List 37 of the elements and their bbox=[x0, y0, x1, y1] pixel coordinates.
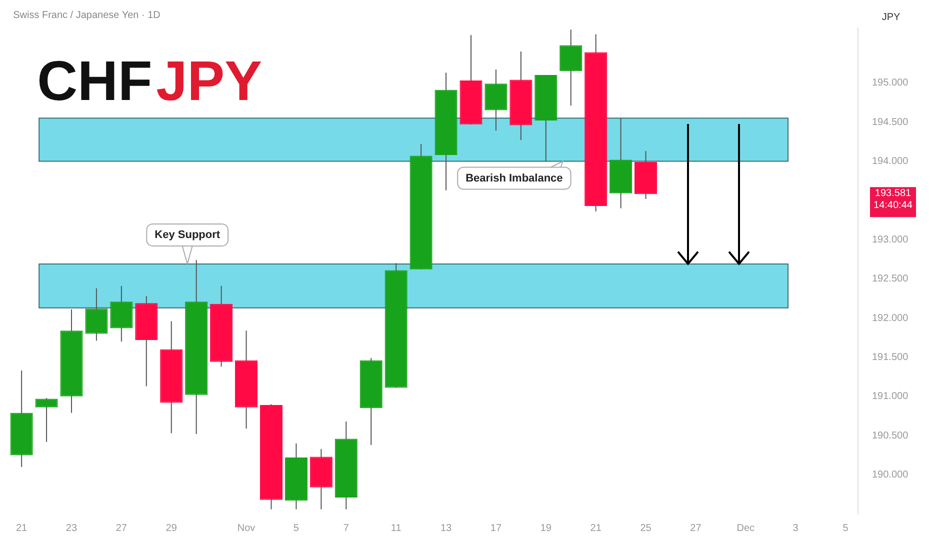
y-axis-title: JPY bbox=[882, 12, 900, 23]
x-tick-label: Dec bbox=[736, 522, 755, 534]
x-tick-label: 29 bbox=[166, 522, 178, 534]
chart-title: CHFJPY bbox=[37, 49, 262, 112]
band-label: Key Support bbox=[154, 228, 220, 241]
x-tick-label: 19 bbox=[540, 522, 552, 534]
candlestick bbox=[85, 288, 108, 342]
y-tick-label: 194.000 bbox=[872, 156, 909, 168]
x-tick-label: 11 bbox=[390, 522, 402, 534]
y-tick-label: 193.000 bbox=[872, 234, 909, 246]
x-tick-label: 13 bbox=[440, 522, 452, 534]
x-tick-label: Nov bbox=[237, 522, 256, 534]
x-tick-label: 27 bbox=[116, 522, 128, 534]
y-tick-label: 195.000 bbox=[872, 78, 909, 89]
text: 193.581 bbox=[874, 188, 912, 199]
y-tick-label: 191.500 bbox=[872, 352, 909, 363]
x-tick-label: 17 bbox=[490, 522, 502, 534]
x-tick-label: 5 bbox=[842, 522, 849, 534]
x-tick-label: 27 bbox=[690, 522, 702, 534]
y-tick-label: 194.500 bbox=[872, 116, 909, 128]
x-tick-label: 5 bbox=[293, 522, 300, 534]
y-tick-label: 191.000 bbox=[872, 391, 909, 402]
band-label: Bearish Imbalance bbox=[466, 172, 563, 184]
x-tick-label: 21 bbox=[16, 522, 28, 534]
chart-subtitle: Swiss Franc / Japanese Yen · 1D bbox=[13, 10, 160, 21]
candlestick bbox=[560, 29, 582, 106]
y-tick-label: 190.500 bbox=[872, 430, 909, 442]
x-tick-label: 21 bbox=[590, 522, 602, 534]
y-tick-label: 192.500 bbox=[872, 274, 909, 285]
text: 14:40:44 bbox=[874, 200, 913, 211]
y-tick-label: 192.000 bbox=[872, 312, 909, 324]
x-tick-label: 3 bbox=[792, 522, 799, 534]
x-tick-label: 23 bbox=[66, 522, 78, 534]
y-tick-label: 190.000 bbox=[872, 470, 909, 481]
candlestick bbox=[35, 397, 58, 442]
x-tick-label: 7 bbox=[343, 522, 350, 534]
x-tick-label: 25 bbox=[640, 522, 652, 534]
